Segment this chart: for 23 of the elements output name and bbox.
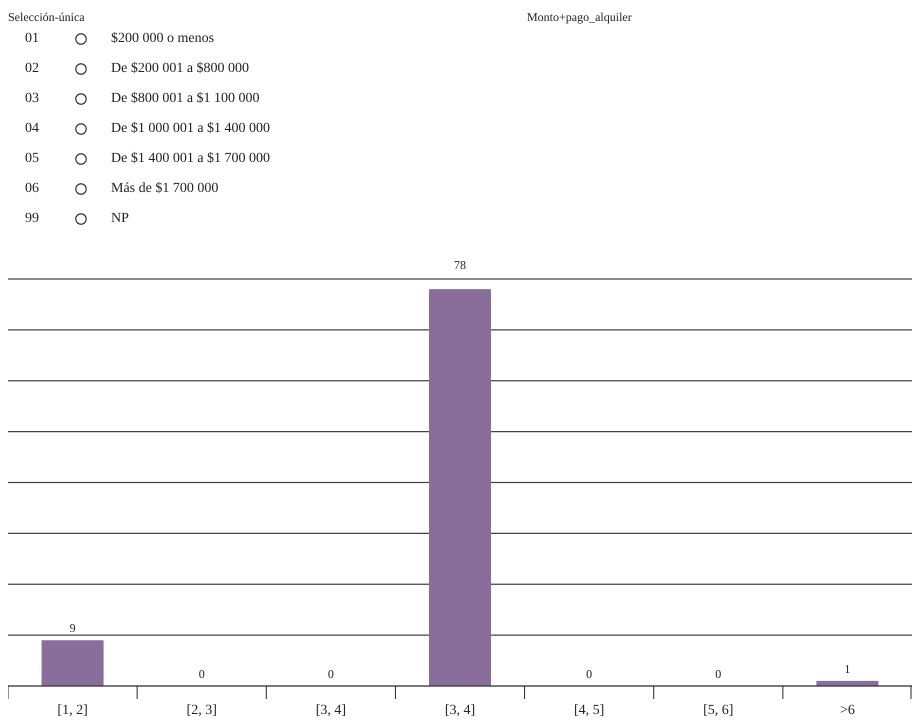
x-tick-label: >6 [840,703,855,718]
text: 99 NP [25,211,129,226]
data-label: 0 [328,667,334,681]
x-tick-label: [2, 3] [186,703,217,718]
x-tick-label: [5, 6] [703,703,734,718]
x-tick-label: [3, 4] [444,703,476,718]
text: 03 De $800 001 a $1 100 000 [25,91,260,106]
data-label: 9 [70,621,76,636]
text: 01 $200 000 o menos [25,31,214,46]
text: Selección-única [8,10,85,25]
text: 02 De $200 001 a $800 000 [25,61,250,76]
data-label: 0 [715,667,722,681]
data-label: 1 [844,662,850,676]
data-label: 0 [586,667,592,681]
x-tick-label: [3, 4] [316,703,346,718]
text: 06 Más de $1 700 000 [25,181,218,196]
text: 04 De $1 000 001 a $1 400 000 [25,121,270,136]
chart-title: Monto+pago_alquiler [527,10,632,25]
x-tick-label: [4, 5] [574,703,604,718]
x-tick-label: [1, 2] [57,703,88,718]
data-label: 0 [198,667,205,681]
text: 05 De $1 400 001 a $1 700 000 [25,151,270,166]
data-label: 78 [454,258,466,272]
